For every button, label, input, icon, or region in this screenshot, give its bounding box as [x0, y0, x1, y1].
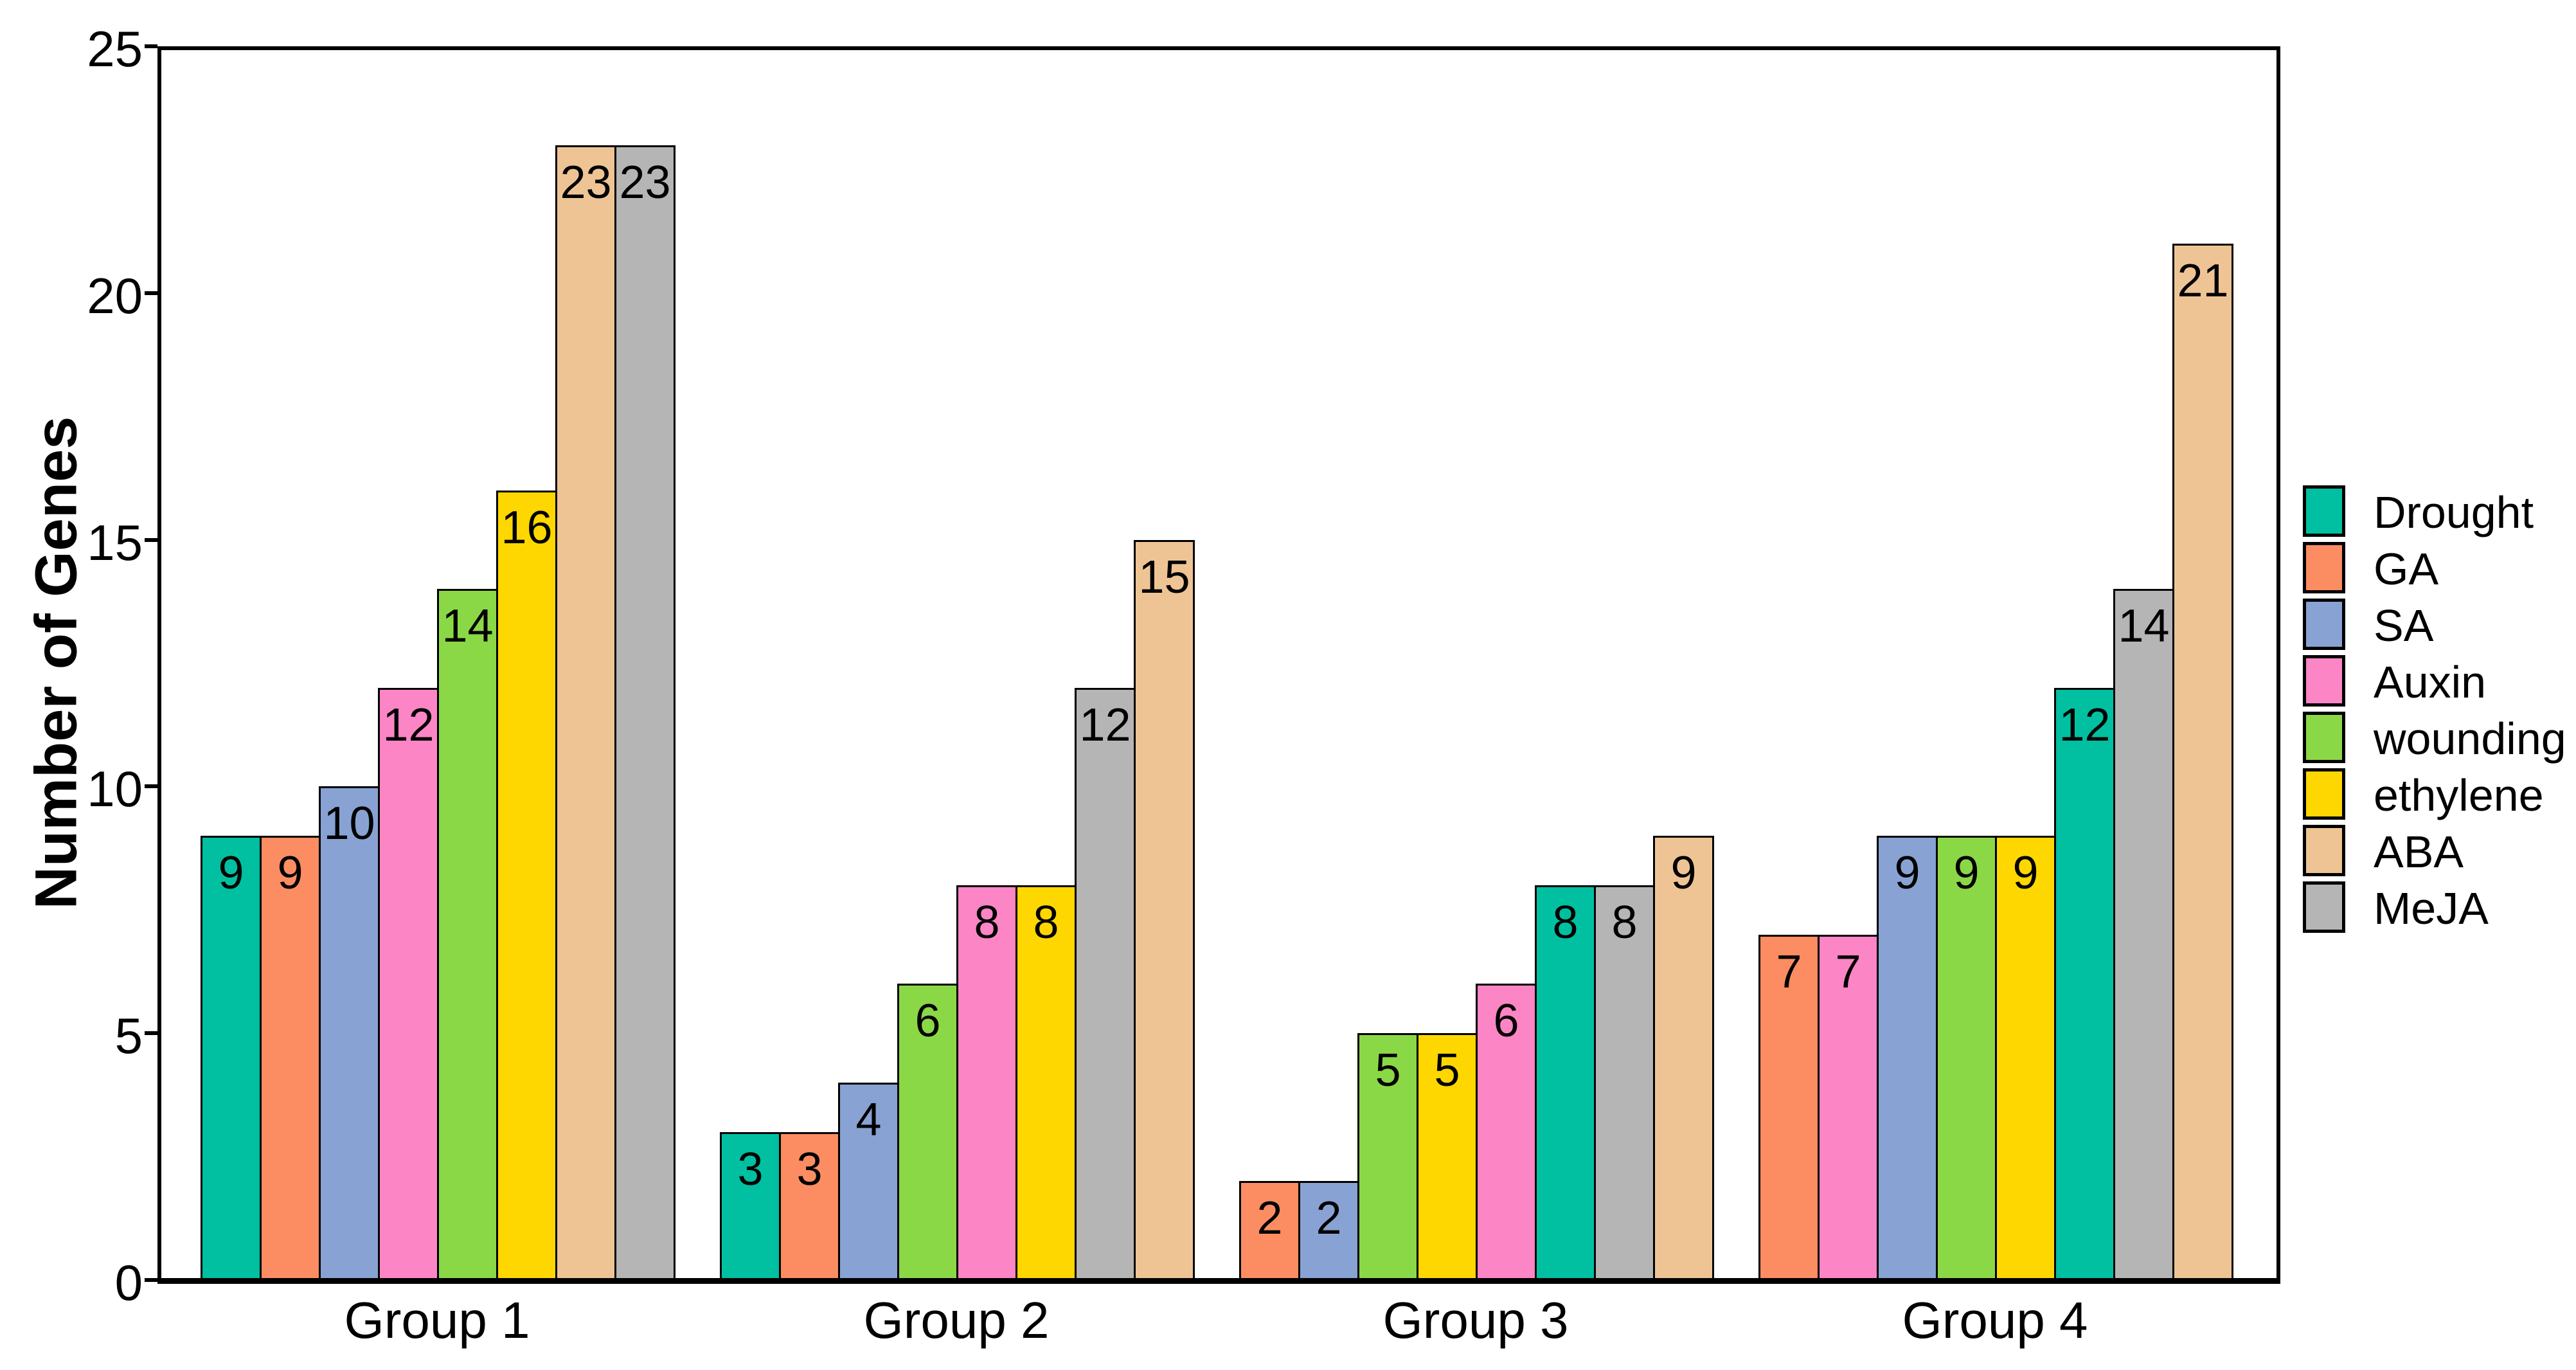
legend-label-auxin: Auxin	[2374, 657, 2487, 707]
bar-group-4-sa	[1877, 836, 1938, 1280]
bar-group-4-aba	[2172, 244, 2233, 1280]
y-tick-mark-15	[145, 537, 157, 542]
bar-value-label-group-3-wounding: 5	[1375, 1045, 1401, 1096]
bar-value-label-group-1-ga: 9	[277, 847, 303, 899]
x-axis-label-group-2: Group 2	[863, 1292, 1050, 1349]
y-tick-mark-25	[145, 44, 157, 48]
bar-value-label-group-4-ga: 7	[1776, 946, 1802, 998]
y-tick-label-0: 0	[114, 1254, 143, 1311]
x-axis-label-group-4: Group 4	[1902, 1292, 2088, 1349]
y-tick-label-20: 20	[87, 267, 143, 324]
bar-value-label-group-4-auxin: 7	[1835, 946, 1861, 998]
x-axis-label-group-3: Group 3	[1382, 1292, 1569, 1349]
bar-group-2-auxin	[956, 885, 1017, 1280]
legend-swatch-sa	[2303, 599, 2345, 650]
legend-swatch-wounding	[2303, 712, 2345, 763]
bar-group-4-wounding	[1936, 836, 1997, 1280]
y-tick-mark-5	[145, 1031, 157, 1036]
y-tick-label-15: 15	[87, 514, 143, 571]
bar-value-label-group-3-auxin: 6	[1493, 995, 1519, 1047]
legend-label-wounding: wounding	[2374, 714, 2566, 764]
bar-group-1-meja	[614, 145, 675, 1280]
bar-value-label-group-4-ethylene: 9	[2012, 847, 2039, 899]
bar-group-4-meja	[2113, 589, 2174, 1280]
bar-value-label-group-4-sa: 9	[1894, 847, 1920, 899]
bar-group-4-drought	[2054, 688, 2115, 1280]
bar-value-label-group-3-sa: 2	[1316, 1193, 1342, 1244]
bar-group-1-drought	[201, 836, 262, 1280]
bar-value-label-group-1-aba: 23	[560, 157, 612, 208]
legend-swatch-meja	[2303, 881, 2345, 933]
legend-swatch-aba	[2303, 825, 2345, 876]
plot-area: 9 9 10 12 14 16 23 23 3 3 4 6 8 8 12 15 2 2 5 5 6 8 8 9 7 7 9 9 9 12 1…	[157, 46, 2276, 1280]
bar-value-label-group-1-meja: 23	[619, 157, 671, 208]
bar-group-3-wounding	[1357, 1033, 1418, 1280]
x-axis-line	[157, 1278, 2280, 1284]
bar-group-3-drought	[1535, 885, 1596, 1280]
bar-value-label-group-1-wounding: 14	[442, 600, 494, 652]
y-tick-label-25: 25	[87, 21, 143, 77]
bar-value-label-group-2-ethylene: 8	[1033, 897, 1059, 948]
y-tick-label-5: 5	[114, 1007, 143, 1065]
legend-swatch-drought	[2303, 485, 2345, 537]
bar-value-label-group-1-ethylene: 16	[501, 502, 553, 554]
legend-swatch-auxin	[2303, 655, 2345, 707]
legend-label-drought: Drought	[2374, 487, 2534, 537]
bar-value-label-group-3-aba: 9	[1670, 847, 1697, 899]
bar-group-1-ga	[260, 836, 321, 1280]
bar-group-2-drought	[720, 1132, 781, 1280]
bar-value-label-group-2-drought: 3	[737, 1144, 764, 1195]
bar-value-label-group-2-ga: 3	[796, 1144, 823, 1195]
bar-group-4-ethylene	[1995, 836, 2056, 1280]
legend-swatch-ethylene	[2303, 768, 2345, 820]
y-tick-mark-10	[145, 784, 157, 789]
bar-group-2-meja	[1075, 688, 1136, 1280]
bar-value-label-group-2-aba: 15	[1138, 552, 1190, 603]
bar-value-label-group-1-sa: 10	[323, 798, 375, 849]
bar-value-label-group-3-meja: 8	[1611, 897, 1638, 948]
bar-value-label-group-1-drought: 9	[218, 847, 244, 899]
bar-value-label-group-3-drought: 8	[1552, 897, 1579, 948]
bar-group-1-ethylene	[496, 491, 557, 1280]
y-tick-mark-20	[145, 291, 157, 295]
legend-label-meja: MeJA	[2374, 883, 2489, 933]
bar-value-label-group-1-auxin: 12	[382, 699, 434, 751]
y-tick-mark-0	[145, 1278, 157, 1282]
legend-label-aba: ABA	[2374, 827, 2464, 877]
legend-label-ga: GA	[2374, 544, 2439, 594]
bar-group-1-wounding	[437, 589, 498, 1280]
bar-group-2-aba	[1134, 540, 1195, 1280]
bar-value-label-group-2-meja: 12	[1079, 699, 1131, 751]
legend-label-sa: SA	[2374, 600, 2434, 651]
legend-label-ethylene: ethylene	[2374, 770, 2544, 820]
bar-value-label-group-4-drought: 12	[2059, 699, 2111, 751]
legend-swatch-ga	[2303, 542, 2345, 593]
bar-group-1-sa	[319, 786, 380, 1280]
bar-group-3-sa	[1298, 1181, 1359, 1280]
bar-group-3-ga	[1239, 1181, 1300, 1280]
bar-value-label-group-2-sa: 4	[855, 1094, 882, 1146]
bar-value-label-group-3-ethylene: 5	[1434, 1045, 1460, 1096]
bar-value-label-group-2-auxin: 8	[974, 897, 1000, 948]
bar-value-label-group-2-wounding: 6	[915, 995, 941, 1047]
bar-group-3-ethylene	[1417, 1033, 1478, 1280]
bar-value-label-group-4-meja: 14	[2118, 600, 2170, 652]
bar-group-1-aba	[555, 145, 616, 1280]
y-tick-label-10: 10	[87, 761, 143, 818]
bar-value-label-group-4-wounding: 9	[1953, 847, 1980, 899]
bar-value-label-group-3-ga: 2	[1257, 1193, 1283, 1244]
bar-group-2-ga	[779, 1132, 840, 1280]
bar-group-1-auxin	[378, 688, 439, 1280]
y-axis-title: Number of Genes	[23, 416, 89, 910]
x-axis-label-group-1: Group 1	[344, 1292, 530, 1349]
bar-value-label-group-4-aba: 21	[2177, 255, 2229, 307]
bar-group-3-aba	[1653, 836, 1714, 1280]
